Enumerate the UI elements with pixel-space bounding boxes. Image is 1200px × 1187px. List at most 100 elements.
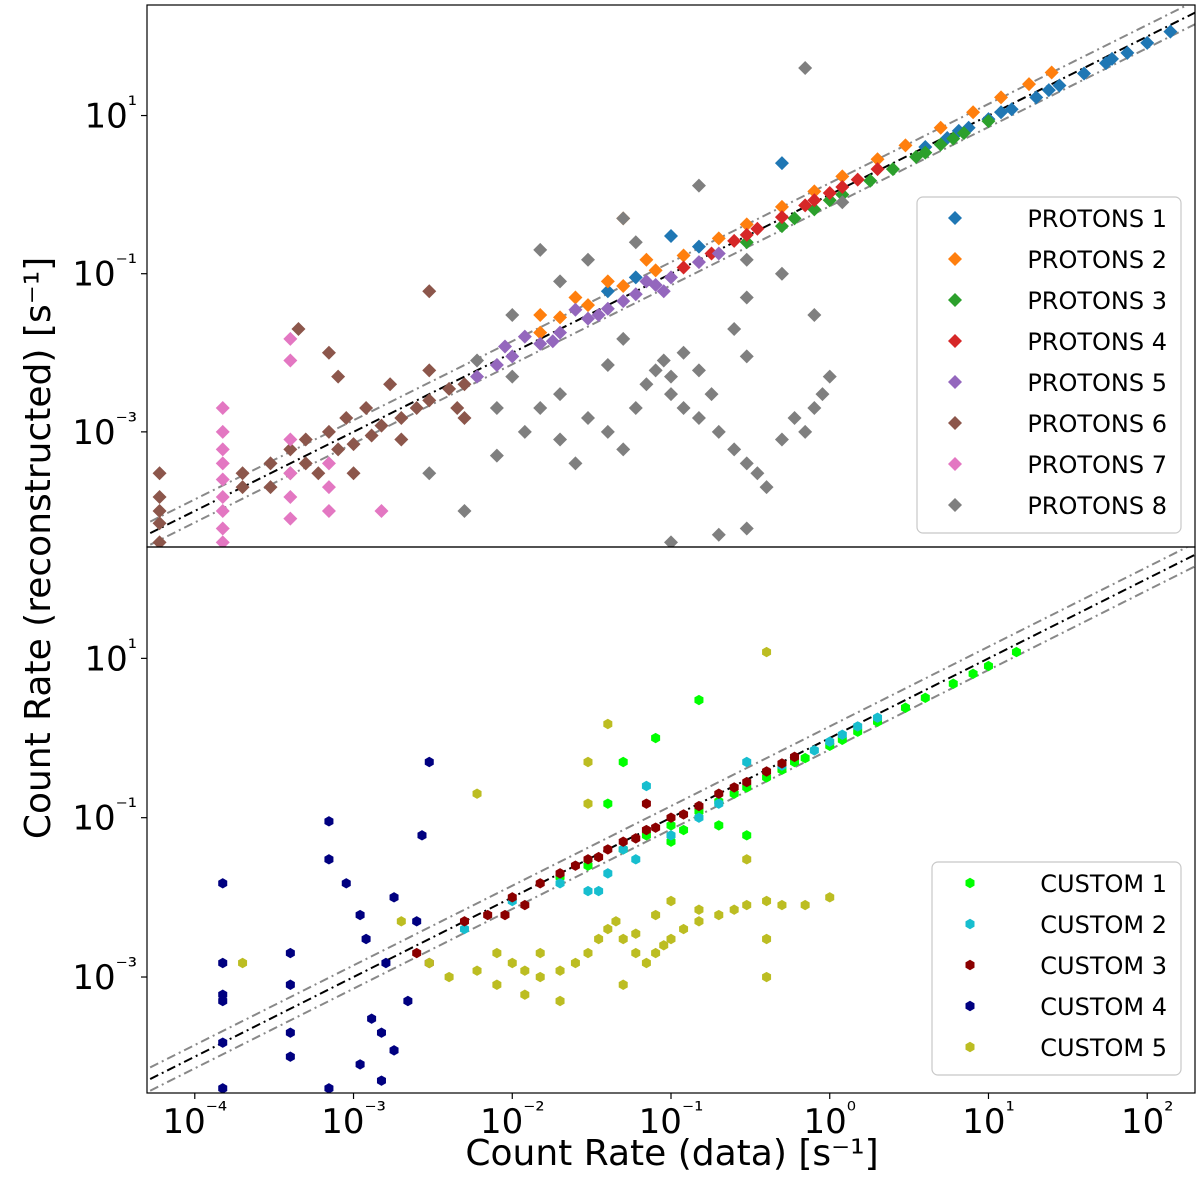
y-tick-labels: 10¹ 10⁻¹ 10⁻³ [72, 93, 147, 453]
data-point [389, 1045, 399, 1056]
data-point [727, 233, 742, 248]
data-point [948, 678, 958, 689]
series-8 [422, 60, 850, 547]
data-point [774, 156, 789, 171]
data-point [215, 535, 230, 547]
data-point [580, 298, 595, 313]
data-point [553, 387, 568, 402]
data-point [394, 432, 409, 447]
data-point [594, 885, 604, 897]
data-point [739, 456, 754, 471]
data-point [762, 766, 772, 777]
data-point [711, 231, 726, 246]
data-point [774, 199, 789, 214]
data-point [774, 432, 789, 447]
data-points [218, 646, 1021, 1093]
y-tick-labels: 10¹ 10⁻¹ 10⁻³ [72, 635, 147, 998]
data-point [218, 878, 228, 889]
legend-entry: PROTONS 6 [948, 410, 1167, 438]
legend-marker [948, 457, 962, 471]
series-4 [676, 162, 885, 275]
data-point [694, 904, 704, 915]
x-tick-labels: 10⁻⁴ 10⁻³ 10⁻² 10⁻¹ 10⁰ 10¹ 10² [162, 1093, 1173, 1142]
data-point [651, 909, 661, 921]
data-point [825, 736, 835, 747]
legend-marker [965, 1041, 975, 1053]
data-point [1041, 83, 1056, 98]
data-point [679, 923, 689, 935]
y-tick-label: 10⁻¹ [72, 795, 137, 839]
data-point [422, 393, 437, 408]
data-point [152, 466, 167, 481]
x-tick-label: 10⁻³ [321, 1098, 386, 1142]
data-point [850, 172, 865, 187]
data-point [664, 535, 678, 547]
data-point [520, 989, 530, 1000]
data-point [676, 260, 691, 275]
legend-label: PROTONS 8 [1027, 492, 1167, 520]
data-point [742, 899, 752, 911]
data-point [787, 211, 802, 226]
data-point [631, 833, 641, 844]
data-point [774, 219, 789, 234]
legend-marker [948, 416, 962, 430]
data-point [739, 235, 754, 250]
data-point [714, 909, 724, 921]
data-point [298, 432, 313, 447]
data-point [285, 979, 295, 990]
legend-marker [948, 211, 962, 225]
data-point [580, 410, 595, 425]
series-2 [459, 712, 883, 935]
data-point [628, 235, 643, 250]
data-point [505, 349, 520, 364]
data-point [676, 401, 691, 416]
data-point [750, 466, 765, 481]
data-point [656, 353, 671, 368]
data-point [807, 308, 822, 323]
data-point [533, 308, 548, 323]
data-point [600, 424, 615, 439]
data-point [1104, 51, 1119, 66]
data-point [507, 892, 517, 903]
data-point [822, 193, 837, 208]
data-point [535, 971, 545, 983]
data-point [946, 131, 961, 146]
x-tick-label: 10⁻² [480, 1098, 545, 1142]
x-tick-label: 10¹ [962, 1098, 1015, 1142]
data-point [616, 442, 631, 457]
x-tick-label: 10⁻⁴ [162, 1098, 227, 1142]
legend-entry: CUSTOM 1 [965, 870, 1167, 898]
data-point [1004, 102, 1019, 117]
data-point [492, 979, 502, 990]
data-point [968, 668, 978, 679]
data-point [583, 854, 593, 865]
data-point [533, 401, 548, 416]
data-point [489, 358, 504, 373]
data-point [651, 732, 661, 744]
y-tick-label: 10⁻¹ [72, 251, 137, 295]
data-point [762, 646, 772, 658]
legend-label: CUSTOM 5 [1040, 1034, 1167, 1062]
data-point [787, 410, 802, 425]
data-point [666, 895, 676, 907]
data-point [283, 442, 298, 457]
y-tick-label: 10⁻³ [72, 954, 137, 998]
data-point [520, 965, 530, 976]
data-point [729, 904, 739, 915]
data-point [396, 916, 406, 927]
data-point [1077, 66, 1092, 81]
legend-marker [965, 959, 975, 971]
x-tick-label: 10⁻¹ [639, 1098, 704, 1142]
data-point [822, 185, 837, 200]
data-point [711, 246, 726, 261]
data-point [424, 957, 434, 969]
data-point [664, 228, 678, 243]
data-point [583, 798, 593, 809]
data-point [694, 694, 704, 706]
y-axis-title: Count Rate (reconstructed) [s⁻¹] [18, 257, 59, 839]
data-point [742, 756, 752, 768]
data-point [641, 780, 651, 792]
data-point [691, 239, 706, 254]
data-point [807, 193, 822, 208]
